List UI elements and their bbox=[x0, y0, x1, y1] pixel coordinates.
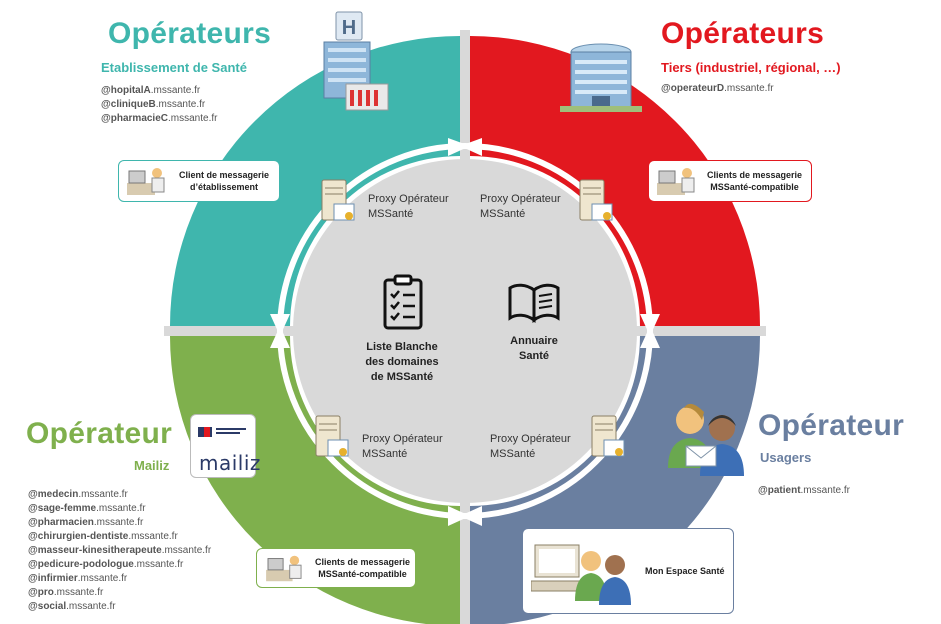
arrowhead-left-2 bbox=[270, 326, 290, 348]
arrowhead-left bbox=[270, 314, 290, 336]
subtitle-tiers: Tiers (industriel, régional, …) bbox=[661, 60, 841, 75]
client-box-mailiz: Clients de messagerie MSSanté-compatible bbox=[256, 548, 416, 588]
address-prefix: @infirmier bbox=[28, 573, 78, 584]
address-domain: .mssante.fr bbox=[53, 587, 104, 598]
address-item: @pharmacieC.mssante.fr bbox=[101, 112, 217, 126]
address-domain: .mssante.fr bbox=[724, 83, 774, 94]
title-operateurs-tiers: Opérateurs bbox=[661, 17, 825, 50]
address-item: @hopitalA.mssante.fr bbox=[101, 84, 217, 98]
address-domain: .mssante.fr bbox=[133, 559, 184, 570]
quadrant-red bbox=[470, 36, 760, 326]
ans-logo-icon bbox=[198, 427, 246, 437]
arrowhead-bottom bbox=[448, 506, 470, 526]
doctor-workstation-icon bbox=[127, 168, 165, 195]
address-item: @masseur-kinesitherapeute.mssante.fr bbox=[28, 544, 211, 558]
address-domain: .mssante.fr bbox=[93, 517, 144, 528]
server-certificate-icon bbox=[321, 179, 355, 221]
address-prefix: @pro bbox=[28, 587, 54, 598]
server-certificate-icon bbox=[315, 415, 349, 457]
whitelist-label: Liste Blanche des domaines de MSSanté bbox=[365, 341, 439, 383]
doctor-workstation-icon bbox=[266, 555, 302, 582]
addresses-tiers: @operateurD.mssante.fr bbox=[661, 82, 774, 96]
arrowhead-top bbox=[448, 138, 470, 156]
title-operateurs-etablissement: Opérateurs bbox=[108, 17, 272, 50]
address-item: @medecin.mssante.fr bbox=[28, 488, 211, 502]
server-certificate-icon bbox=[591, 415, 625, 457]
address-prefix: @operateurD bbox=[661, 83, 725, 94]
address-item: @social.mssante.fr bbox=[28, 600, 211, 614]
subtitle-etablissement-sante: Etablissement de Santé bbox=[101, 60, 247, 75]
address-prefix: @pharmacieC bbox=[101, 113, 168, 124]
address-item: @pro.mssante.fr bbox=[28, 586, 211, 600]
subtitle-usagers: Usagers bbox=[760, 450, 812, 465]
address-domain: .mssante.fr bbox=[168, 113, 218, 124]
client-label-tiers: Clients de messagerie MSSanté-compatible bbox=[707, 170, 803, 192]
address-item: @infirmier.mssante.fr bbox=[28, 572, 211, 586]
users-mail-icon bbox=[668, 403, 744, 476]
title-operateur-usagers: Opérateur bbox=[758, 409, 905, 442]
arrowhead-top-2 bbox=[460, 138, 482, 156]
client-label-mon-espace-sante: Mon Espace Santé bbox=[645, 566, 725, 576]
subtitle-mailiz: Mailiz bbox=[134, 458, 170, 473]
address-prefix: @sage-femme bbox=[28, 503, 97, 514]
addresses-mailiz: @medecin.mssante.fr @sage-femme.mssante.f… bbox=[28, 488, 211, 614]
patient-computer-icon bbox=[531, 544, 631, 605]
title-operateur-mailiz: Opérateur bbox=[26, 417, 173, 450]
proxy-label-top-right: Proxy Opérateur MSSanté bbox=[480, 193, 561, 220]
address-domain: .mssante.fr bbox=[800, 485, 850, 496]
client-box-etablissement: Client de messagerie d’établissement bbox=[118, 160, 280, 202]
address-item: @chirurgien-dentiste.mssante.fr bbox=[28, 530, 211, 544]
open-book-icon bbox=[508, 283, 560, 323]
clipboard-checklist-icon bbox=[383, 274, 423, 330]
doctor-workstation-icon bbox=[657, 168, 695, 195]
mailiz-wordmark: mailiz bbox=[199, 451, 261, 475]
address-prefix: @cliniqueB bbox=[101, 99, 156, 110]
svg-text:H: H bbox=[342, 17, 356, 39]
client-label-etablissement: Client de messagerie d’établissement bbox=[179, 170, 270, 192]
server-certificate-icon bbox=[579, 179, 613, 221]
client-label-mailiz: Clients de messagerie MSSanté-compatible bbox=[315, 557, 411, 579]
address-prefix: @medecin bbox=[28, 489, 79, 500]
office-building-icon bbox=[560, 43, 642, 112]
address-item: @sage-femme.mssante.fr bbox=[28, 502, 211, 516]
client-box-mon-espace-sante: Mon Espace Santé bbox=[522, 528, 734, 614]
address-domain: .mssante.fr bbox=[155, 99, 206, 110]
address-domain: .mssante.fr bbox=[66, 601, 116, 612]
address-domain: .mssante.fr bbox=[128, 531, 178, 542]
address-item: @patient.mssante.fr bbox=[758, 484, 850, 498]
client-box-tiers: Clients de messagerie MSSanté-compatible bbox=[648, 160, 812, 202]
address-domain: .mssante.fr bbox=[78, 489, 128, 500]
address-domain: .mssante.fr bbox=[96, 503, 146, 514]
address-prefix: @masseur-kinesitherapeute bbox=[28, 545, 162, 556]
addresses-etablissement: @hopitalA.mssante.fr @cliniqueB.mssante.f… bbox=[101, 84, 217, 126]
mailiz-logo: mailiz bbox=[190, 414, 260, 478]
arrowhead-right bbox=[640, 314, 660, 336]
address-item: @operateurD.mssante.fr bbox=[661, 82, 774, 96]
address-prefix: @pharmacien bbox=[28, 517, 94, 528]
proxy-label-bottom-left: Proxy Opérateur MSSanté bbox=[362, 433, 443, 460]
proxy-label-top-left: Proxy Opérateur MSSanté bbox=[368, 193, 449, 220]
address-prefix: @social bbox=[28, 601, 67, 612]
address-item: @cliniqueB.mssante.fr bbox=[101, 98, 217, 112]
hospital-building-icon: H bbox=[323, 11, 389, 111]
address-prefix: @patient bbox=[758, 485, 801, 496]
address-domain: .mssante.fr bbox=[77, 573, 128, 584]
arrowhead-right-2 bbox=[640, 326, 660, 348]
proxy-label-bottom-right: Proxy Opérateur MSSanté bbox=[490, 433, 571, 460]
address-prefix: @chirurgien-dentiste bbox=[28, 531, 129, 542]
address-domain: .mssante.fr bbox=[150, 85, 201, 96]
address-item: @pedicure-podologue.mssante.fr bbox=[28, 558, 211, 572]
inner-circle bbox=[293, 159, 637, 503]
address-item: @pharmacien.mssante.fr bbox=[28, 516, 211, 530]
address-prefix: @pedicure-podologue bbox=[28, 559, 134, 570]
directory-label: Annuaire Santé bbox=[510, 335, 558, 362]
addresses-usagers: @patient.mssante.fr bbox=[758, 484, 850, 498]
address-prefix: @hopitalA bbox=[101, 85, 151, 96]
arrowhead-bottom-2 bbox=[460, 506, 482, 526]
address-domain: .mssante.fr bbox=[161, 545, 212, 556]
